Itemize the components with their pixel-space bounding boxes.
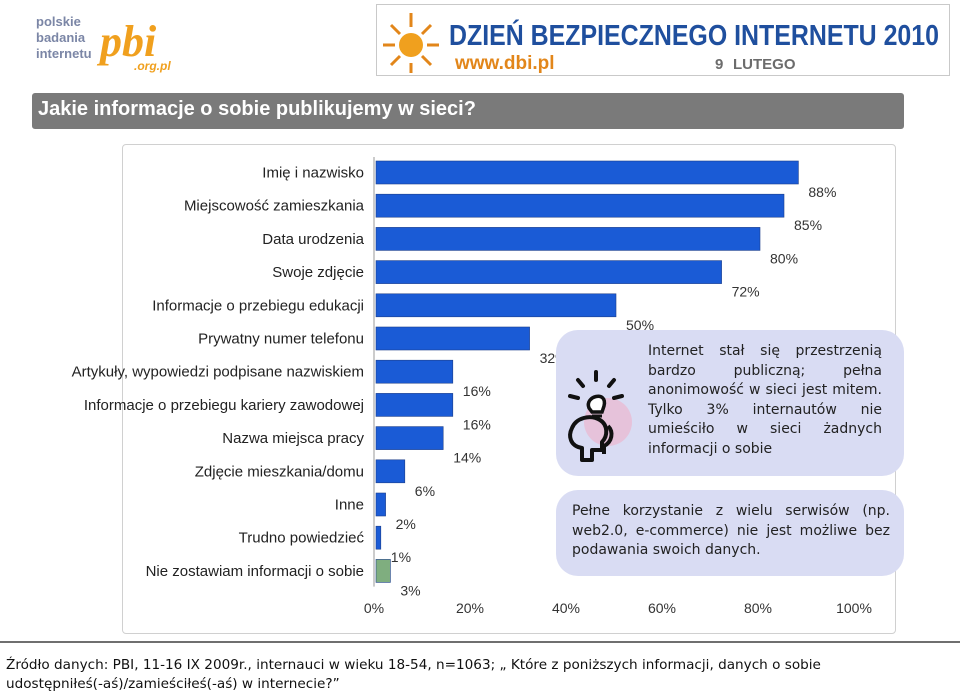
category-label: Nie zostawiam informacji o sobie — [146, 563, 364, 580]
dbi-banner: DZIEŃ BEZPIECZNEGO INTERNETU 2010 www.db… — [376, 4, 950, 76]
category-label: Trudno powiedzieć — [239, 530, 365, 547]
title-bar: Jakie informacje o sobie publikujemy w s… — [32, 93, 904, 129]
category-label: Zdjęcie mieszkania/domu — [195, 463, 364, 480]
logo-line-2: badania — [36, 30, 86, 45]
bar — [375, 160, 799, 185]
x-tick-label: 40% — [552, 600, 580, 616]
callout-anonymity-text: Internet stał się przestrzenią bardzo pu… — [648, 343, 882, 457]
bar — [375, 492, 386, 517]
bar — [375, 426, 444, 450]
banner-starburst-icon — [383, 13, 439, 73]
x-tick-label: 60% — [648, 600, 676, 616]
value-label: 3% — [400, 582, 420, 598]
value-label: 2% — [396, 516, 416, 532]
banner-date-day: 9 — [715, 56, 723, 73]
x-tick-label: 20% — [456, 600, 484, 616]
value-label: 16% — [463, 416, 491, 432]
logo-mark: pbi — [96, 17, 157, 66]
footer-divider — [0, 641, 960, 643]
category-label: Artykuły, wypowiedzi podpisane nazwiskie… — [72, 364, 364, 381]
callout-services: Pełne korzystanie z wielu serwisów (np. … — [556, 490, 904, 576]
value-label: 50% — [626, 317, 654, 333]
bar — [375, 326, 530, 351]
value-label: 72% — [732, 284, 760, 300]
value-label: 80% — [770, 250, 798, 266]
logo-line-1: polskie — [36, 14, 81, 29]
logo-line-3: internetu — [36, 46, 92, 61]
bar — [375, 459, 406, 484]
pbi-logo: polskie badania internetu pbi .org.pl — [36, 14, 171, 73]
lightbulb-icon — [568, 370, 632, 462]
banner-url: www.dbi.pl — [454, 53, 555, 74]
banner-title: DZIEŃ BEZPIECZNEGO INTERNETU 2010 — [449, 18, 939, 52]
bar — [375, 525, 382, 550]
bar — [375, 193, 785, 218]
category-label: Imię i nazwisko — [262, 165, 364, 182]
bar-chart: Imię i nazwisko 88% Miejscowość zamieszkan… — [72, 157, 872, 616]
bar — [375, 260, 722, 284]
value-label: 1% — [391, 549, 411, 565]
bar — [375, 559, 391, 583]
bulb-rays — [568, 370, 624, 400]
value-label: 88% — [808, 184, 836, 200]
category-label: Informacje o przebiegu kariery zawodowej — [84, 397, 364, 414]
category-label: Data urodzenia — [262, 231, 364, 248]
callout-anonymity: Internet stał się przestrzenią bardzo pu… — [556, 330, 904, 476]
logo-domain: .org.pl — [134, 59, 171, 73]
banner-date-month: LUTEGO — [733, 56, 796, 73]
heads-icon — [568, 415, 614, 462]
x-tick-label: 100% — [836, 600, 872, 616]
category-label: Prywatny numer telefonu — [198, 331, 364, 348]
bar — [375, 393, 454, 417]
value-label: 85% — [794, 217, 822, 233]
category-label: Swoje zdjęcie — [272, 264, 364, 281]
value-label: 16% — [463, 383, 491, 399]
bar — [375, 293, 617, 318]
bar — [375, 359, 454, 384]
category-label: Inne — [335, 497, 364, 514]
x-tick-label: 0% — [364, 600, 384, 616]
category-label: Nazwa miejsca pracy — [222, 430, 364, 447]
category-label: Informacje o przebiegu edukacji — [152, 297, 364, 314]
category-label: Miejscowość zamieszkania — [184, 198, 365, 215]
footer-source: Źródło danych: PBI, 11-16 IX 2009r., int… — [6, 657, 821, 692]
bar — [375, 227, 761, 251]
x-tick-label: 80% — [744, 600, 772, 616]
page-title: Jakie informacje o sobie publikujemy w s… — [38, 98, 476, 120]
value-label: 14% — [453, 450, 481, 466]
value-label: 6% — [415, 483, 435, 499]
callout-services-text: Pełne korzystanie z wielu serwisów (np. … — [572, 503, 890, 558]
